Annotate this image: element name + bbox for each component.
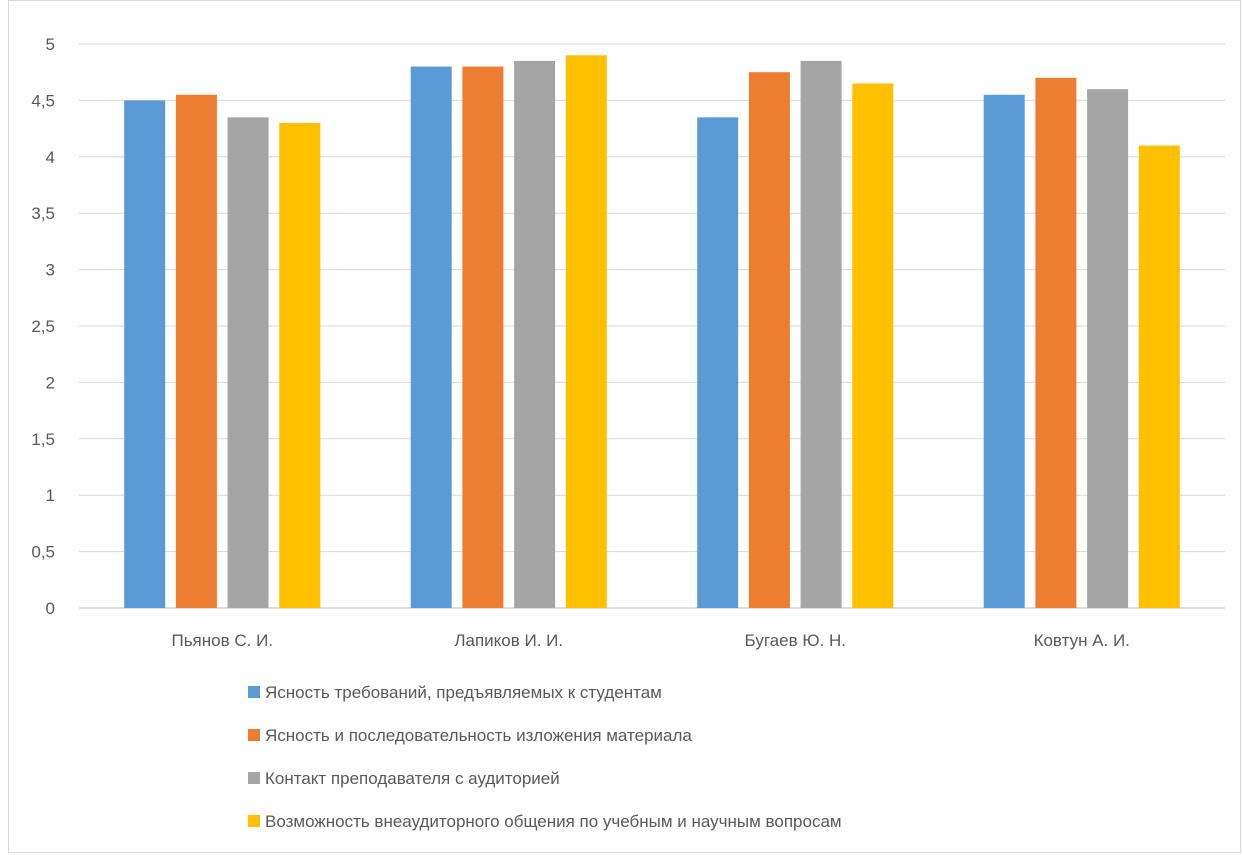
x-tick-label: Ковтун А. И.: [1034, 631, 1130, 650]
bar: [462, 66, 504, 608]
legend-item: Ясность и последовательность изложения м…: [248, 726, 692, 745]
legend-swatch: [248, 772, 260, 784]
legend-swatch: [248, 729, 260, 741]
legend-label: Ясность требований, предъявляемых к студ…: [265, 683, 662, 702]
bar: [565, 55, 607, 608]
x-tick-label: Лапиков И. И.: [454, 631, 563, 650]
bar: [1138, 145, 1180, 608]
legend-label: Возможность внеаудиторного общения по уч…: [265, 812, 842, 831]
y-axis-tick-labels: 0 0,5 1 1,5 2 2,5 3 3,5 4 4,5 5: [31, 35, 55, 618]
bar: [852, 83, 894, 609]
legend-item: Контакт преподавателя с аудиторией: [248, 769, 560, 788]
x-tick-label: Бугаев Ю. Н.: [745, 631, 846, 650]
legend-swatch: [248, 815, 260, 827]
legend-item: Возможность внеаудиторного общения по уч…: [248, 812, 842, 831]
bar: [514, 60, 556, 609]
bar: [279, 122, 321, 609]
y-tick-label: 1,5: [31, 430, 55, 449]
bar: [175, 94, 217, 608]
y-tick-label: 1: [46, 486, 55, 505]
bar: [748, 72, 790, 608]
legend-item: Ясность требований, предъявляемых к студ…: [248, 683, 662, 702]
y-tick-label: 4: [46, 148, 55, 167]
legend-label: Контакт преподавателя с аудиторией: [265, 769, 560, 788]
y-tick-label: 5: [46, 35, 55, 54]
bars: [124, 55, 1180, 609]
bar: [1087, 89, 1129, 609]
y-tick-label: 2,5: [31, 317, 55, 336]
y-tick-label: 4,5: [31, 91, 55, 110]
gridlines: [79, 43, 1225, 609]
y-tick-label: 2: [46, 373, 55, 392]
x-axis-tick-labels: Пьянов С. И. Лапиков И. И. Бугаев Ю. Н. Ков…: [171, 631, 1129, 650]
bar: [800, 60, 842, 609]
bar: [124, 100, 166, 609]
y-tick-label: 0: [46, 599, 55, 618]
legend-label: Ясность и последовательность изложения м…: [265, 726, 692, 745]
bar: [1035, 77, 1077, 609]
bar: [697, 117, 739, 608]
bar: [983, 94, 1025, 608]
y-tick-label: 3: [46, 261, 55, 280]
x-tick-label: Пьянов С. И.: [171, 631, 273, 650]
legend: Ясность требований, предъявляемых к студ…: [248, 683, 842, 831]
y-tick-label: 3,5: [31, 204, 55, 223]
legend-swatch: [248, 686, 260, 698]
bar: [410, 66, 452, 608]
y-tick-label: 0,5: [31, 543, 55, 562]
bar: [227, 117, 269, 608]
